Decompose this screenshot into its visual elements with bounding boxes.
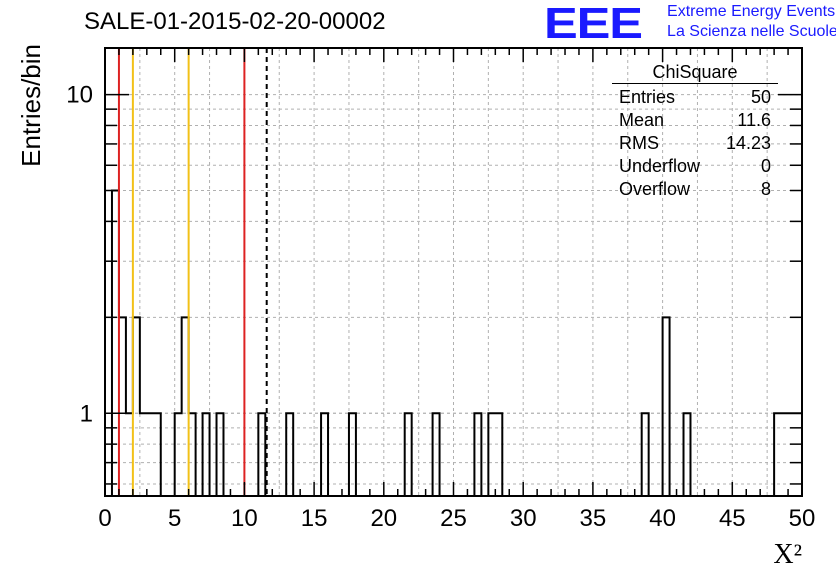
histogram-bin — [663, 317, 670, 496]
eee-logo: EEE Extreme Energy Events La Scienza nel… — [544, 2, 836, 46]
histogram-bin — [119, 317, 126, 496]
histogram-bin — [112, 191, 119, 496]
stats-row-entries: Entries 50 — [612, 86, 778, 109]
x-tick-label: 35 — [580, 505, 607, 532]
x-tick-label: 20 — [370, 505, 397, 532]
stats-label: RMS — [619, 133, 659, 153]
x-tick-label: 15 — [301, 505, 328, 532]
stats-label: Underflow — [619, 156, 701, 176]
x-axis-title: X² — [773, 539, 802, 570]
stats-label: Overflow — [619, 179, 691, 199]
stats-title: ChiSquare — [612, 62, 778, 84]
stats-value: 11.6 — [737, 110, 771, 130]
stats-label: Mean — [619, 110, 665, 130]
x-tick-label: 45 — [719, 505, 746, 532]
stats-row-underflow: Underflow 0 — [612, 155, 778, 178]
stats-value: 50 — [750, 87, 771, 107]
x-tick-label: 50 — [789, 505, 816, 532]
logo-mark: EEE — [544, 0, 643, 48]
logo-text: Extreme Energy Events La Scienza nelle S… — [667, 2, 836, 42]
x-tick-label: 40 — [649, 505, 676, 532]
stats-value: 14.23 — [725, 133, 771, 153]
stats-value: 0 — [760, 156, 771, 176]
stats-row-mean: Mean 11.6 — [612, 109, 778, 132]
x-tick-label: 0 — [98, 505, 111, 532]
stats-value: 8 — [760, 179, 771, 199]
stats-label: Entries — [619, 87, 676, 107]
x-tick-label: 25 — [440, 505, 467, 532]
stats-box: ChiSquare Entries 50 Mean 11.6 RMS 14.23… — [612, 62, 778, 201]
y-axis-title: Entries/bin — [16, 44, 46, 167]
histogram-bin — [182, 317, 189, 496]
x-tick-label: 30 — [510, 505, 537, 532]
logo-line-1: Extreme Energy Events — [667, 3, 836, 20]
chart-title: SALE-01-2015-02-20-00002 — [84, 8, 386, 35]
histogram-bin — [133, 317, 140, 496]
logo-line-2: La Scienza nelle Scuole — [667, 23, 836, 40]
stats-row-overflow: Overflow 8 — [612, 178, 778, 201]
x-tick-label: 5 — [168, 505, 181, 532]
y-tick-label: 1 — [80, 400, 93, 427]
stats-row-rms: RMS 14.23 — [612, 132, 778, 155]
x-tick-label: 10 — [231, 505, 258, 532]
y-tick-label: 10 — [66, 82, 93, 109]
